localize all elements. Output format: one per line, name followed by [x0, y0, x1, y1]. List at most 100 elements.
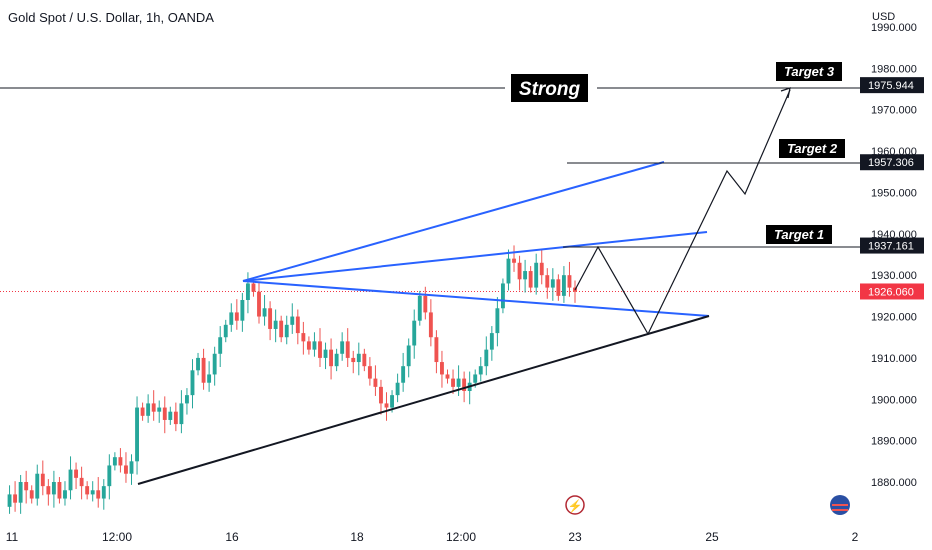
candle-body — [18, 482, 23, 503]
candle-body — [567, 275, 572, 288]
candle-body — [478, 366, 483, 375]
candle-body — [351, 357, 356, 363]
candle-body — [51, 482, 56, 495]
candle-body — [140, 407, 145, 416]
y-tick-label: 1930.000 — [871, 270, 917, 282]
x-tick-label: 25 — [705, 530, 719, 544]
candle-body — [251, 283, 256, 292]
candle-body — [523, 271, 528, 280]
x-tick-label: 12:00 — [102, 530, 132, 544]
us-flag-stripe — [832, 504, 848, 506]
current-price-badge — [860, 283, 924, 300]
level-badge-1 — [860, 237, 924, 254]
candle-body — [334, 353, 339, 367]
candle-body — [406, 345, 411, 367]
candle-body — [456, 378, 461, 387]
candle-body — [96, 490, 101, 499]
currency-label: USD — [872, 11, 895, 23]
candle-body — [301, 333, 306, 342]
candle-body — [162, 407, 167, 420]
candle-body — [329, 349, 334, 367]
candle-body — [173, 411, 178, 425]
candle-body — [312, 341, 317, 350]
level-badge-label: 1957.306 — [868, 157, 914, 169]
target1-box — [766, 225, 832, 244]
candle-body — [201, 357, 206, 383]
candle-body — [373, 378, 378, 387]
candle-body — [46, 486, 51, 495]
y-tick-label: 1890.000 — [871, 436, 917, 448]
candle-body — [229, 312, 234, 325]
candle-body — [129, 461, 134, 474]
candle-body — [495, 308, 500, 334]
candle-body — [550, 279, 555, 288]
candle-body — [284, 324, 289, 338]
y-tick-label: 1970.000 — [871, 105, 917, 117]
candle-body — [168, 411, 173, 420]
current-price-label: 1926.060 — [868, 286, 914, 298]
candle-body — [207, 374, 212, 383]
candle-body — [345, 341, 350, 358]
candle-body — [146, 403, 151, 416]
trendlines-layer — [0, 87, 860, 485]
target3-label: Target 3 — [784, 64, 835, 79]
x-tick-label: 16 — [225, 530, 239, 544]
candle-body — [362, 353, 367, 367]
level-badge-label: 1937.161 — [868, 241, 914, 253]
candle-body — [500, 283, 505, 309]
candle-body — [234, 312, 239, 321]
y-tick-label: 1910.000 — [871, 353, 917, 365]
candle-body — [29, 490, 34, 499]
upper-trendline — [242, 161, 665, 282]
candle-body — [124, 465, 128, 474]
x-tick-label: 12:00 — [446, 530, 476, 544]
candle-body — [13, 494, 18, 503]
candle-body — [79, 477, 84, 487]
candle-body — [40, 473, 45, 487]
candle-body — [434, 337, 439, 363]
candle-body — [35, 473, 40, 499]
candle-body — [306, 341, 311, 350]
chart-title: Gold Spot / U.S. Dollar, 1h, OANDA — [8, 10, 214, 25]
candle-body — [506, 258, 511, 284]
target3-box — [776, 62, 842, 81]
candle-body — [440, 362, 444, 375]
middle-trendline — [242, 231, 708, 282]
candle-body — [401, 366, 406, 383]
y-tick-label: 1900.000 — [871, 394, 917, 406]
candles-layer — [0, 245, 860, 514]
candle-body — [112, 457, 117, 466]
candle-body — [462, 378, 467, 391]
candle-body — [185, 395, 189, 404]
level-badge-label: 1975.944 — [868, 80, 914, 92]
y-tick-label: 1980.000 — [871, 63, 917, 75]
target1-label: Target 1 — [774, 227, 824, 242]
candle-body — [218, 337, 223, 354]
candle-body — [7, 494, 12, 507]
candle-body — [295, 316, 300, 334]
candle-body — [428, 312, 433, 338]
candle-body — [257, 291, 261, 317]
candle-body — [179, 403, 184, 425]
candle-body — [24, 482, 29, 491]
candle-body — [367, 366, 372, 379]
candle-body — [212, 353, 217, 375]
candle-body — [445, 374, 450, 379]
x-tick-label: 23 — [568, 530, 582, 544]
annotations-layer: Strong Target 3 Target 2 Target 1 — [511, 62, 845, 244]
candle-body — [390, 395, 394, 408]
level-badge-2 — [860, 154, 924, 171]
candle-body — [384, 403, 389, 408]
support-trendline — [137, 315, 710, 485]
candle-body — [451, 378, 455, 387]
candle-body — [512, 258, 516, 263]
candle-body — [323, 349, 328, 358]
candle-body — [196, 357, 200, 371]
candle-body — [245, 283, 250, 300]
candle-body — [85, 486, 90, 495]
y-tick-label: 1990.000 — [871, 22, 917, 34]
candle-body — [517, 262, 522, 280]
candle-body — [223, 324, 228, 338]
candle-body — [379, 386, 383, 404]
